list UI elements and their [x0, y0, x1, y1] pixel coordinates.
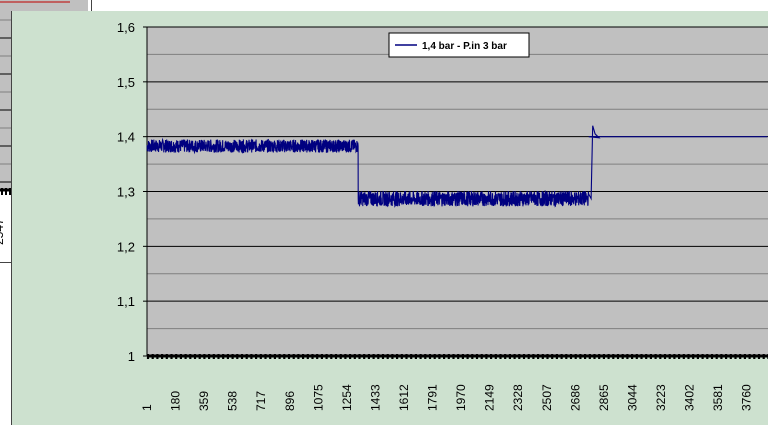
y-tick-label: 1,1	[117, 294, 135, 309]
y-tick-label: 1,4	[117, 130, 135, 145]
x-tick-label: 3223	[654, 384, 668, 411]
x-tick-label: 2149	[483, 384, 497, 411]
x-tick-label: 3044	[625, 384, 639, 411]
x-tick-label: 538	[226, 391, 240, 411]
y-tick-label: 1,2	[117, 239, 135, 254]
x-tick-label: 1433	[368, 384, 382, 411]
background-x-tick-label-partial: 2547	[0, 218, 6, 245]
x-tick-label: 1791	[426, 384, 440, 411]
x-tick-label: 1612	[397, 384, 411, 411]
x-tick-label: 3581	[711, 384, 725, 411]
x-tick-label: 717	[254, 391, 268, 411]
y-tick-label: 1	[128, 349, 135, 364]
x-tick-label: 1075	[311, 384, 325, 411]
x-tick-label: 2686	[568, 384, 582, 411]
x-tick-label: 2328	[511, 384, 525, 411]
x-tick-label: 1254	[340, 384, 354, 411]
series-line-1-4-bar	[146, 125, 768, 208]
x-tick-label: 2507	[540, 384, 554, 411]
main-chart: 1,6 1,5 1,4 1,3 1,2 1,1 1 1 180 359 538 717 896 1075 1…	[11, 11, 768, 425]
y-tick-label: 1,5	[117, 75, 135, 90]
legend-label: 1,4 bar - P.in 3 bar	[422, 41, 507, 52]
x-tick-label: 1970	[454, 384, 468, 411]
y-tick-label: 1,6	[117, 20, 135, 35]
x-tick-label: 896	[283, 391, 297, 411]
x-tick-label: 2865	[597, 384, 611, 411]
x-tick-label: 1	[140, 404, 154, 411]
x-tick-label: 3402	[683, 384, 697, 411]
x-tick-label: 180	[169, 391, 183, 411]
x-tick-label: 359	[197, 391, 211, 411]
x-tick-label: 3760	[740, 384, 754, 411]
main-chart-svg: 1,6 1,5 1,4 1,3 1,2 1,1 1 1 180 359 538 717 896 1075 1…	[117, 20, 768, 411]
y-tick-label: 1,3	[117, 185, 135, 200]
